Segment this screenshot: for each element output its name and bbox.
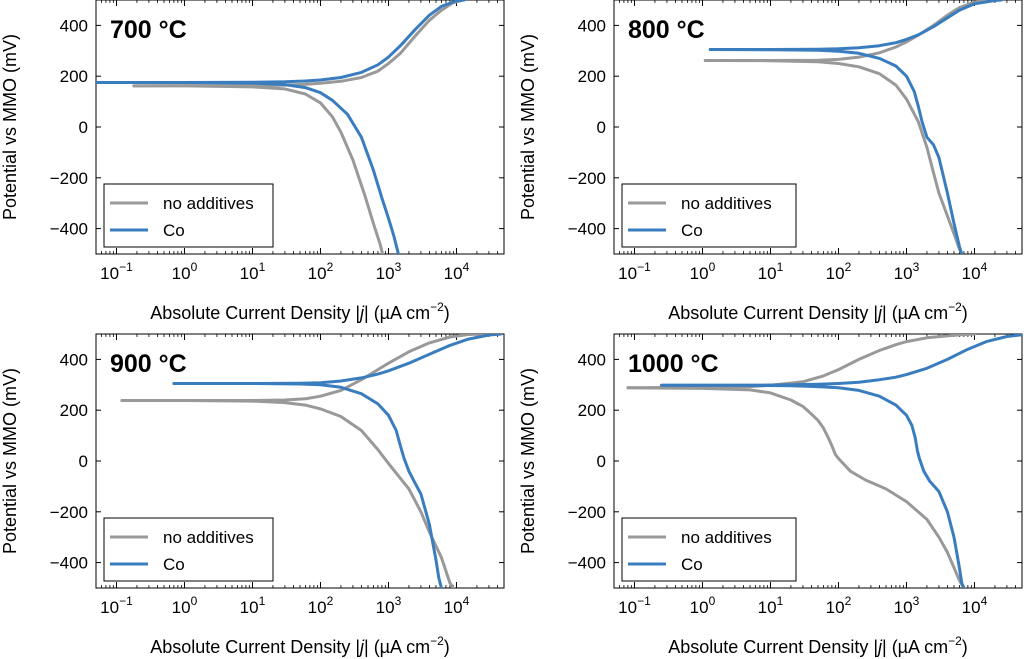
- x-tick-label: 101: [758, 594, 784, 617]
- x-tick-label: 101: [240, 594, 266, 617]
- y-tick-label: −200: [50, 169, 88, 188]
- x-tick-label: 103: [894, 594, 920, 617]
- legend-label-no-additives: no additives: [681, 528, 772, 547]
- curve-layer: [120, 334, 503, 588]
- x-tick-label: 100: [172, 260, 198, 283]
- x-tick-label: 100: [172, 594, 198, 617]
- panel-900c: 400 200 0 −200 −400 10−1 100 101 102 103 104 900 °…: [0, 333, 505, 657]
- tick-layer: 400 200 0 −200 −400 10−1 100 101 102 103 104: [50, 0, 504, 283]
- y-tick-label: 400: [60, 16, 88, 35]
- curve-layer: [96, 0, 466, 254]
- x-tick-label: 103: [376, 594, 402, 617]
- series-line-no-additives: [626, 386, 966, 588]
- series-line-co: [96, 81, 400, 254]
- y-tick-label: −200: [50, 503, 88, 522]
- x-axis-label: Absolute Current Density |j| (µA cm−2): [668, 634, 968, 657]
- y-tick-label: 0: [79, 452, 88, 471]
- legend-box: [621, 517, 797, 582]
- x-tick-label: 10−1: [618, 260, 651, 283]
- curve-layer: [626, 334, 1022, 588]
- series-line-co: [172, 334, 503, 385]
- legend-label-co: Co: [163, 555, 185, 574]
- x-axis-label: Absolute Current Density |j| (µA cm−2): [150, 634, 450, 657]
- temperature-label: 1000 °C: [628, 350, 719, 378]
- x-axis-label: Absolute Current Density |j| (µA cm−2): [150, 300, 450, 323]
- temperature-label: 700 °C: [110, 16, 187, 44]
- y-axis-label: Potential vs MMO (mV): [518, 34, 538, 220]
- x-tick-label: 104: [962, 260, 988, 283]
- legend: no additives Co: [621, 183, 797, 248]
- y-tick-label: 0: [597, 118, 606, 137]
- curve-layer: [703, 0, 1003, 254]
- legend: no additives Co: [103, 517, 274, 582]
- x-tick-label: 102: [826, 260, 852, 283]
- tick-layer: 400 200 0 −200 −400 10−1 100 101 102 103 104: [50, 334, 504, 617]
- x-tick-label: 102: [826, 594, 852, 617]
- y-tick-label: −400: [50, 554, 88, 573]
- tick-layer: 400 200 0 −200 −400 10−1 100 101 102 103 104: [568, 0, 1022, 283]
- legend-box: [103, 183, 274, 248]
- legend: no additives Co: [621, 517, 797, 582]
- legend-label-no-additives: no additives: [163, 194, 254, 213]
- series-line-no-additives: [132, 84, 385, 254]
- legend-label-co: Co: [163, 221, 185, 240]
- y-tick-label: 400: [578, 16, 606, 35]
- x-tick-label: 104: [444, 594, 470, 617]
- y-tick-label: −200: [568, 169, 606, 188]
- x-tick-label: 10−1: [100, 260, 133, 283]
- y-tick-label: 400: [60, 350, 88, 369]
- series-line-no-additives: [703, 59, 964, 254]
- y-tick-label: 200: [60, 67, 88, 86]
- series-line-co: [708, 48, 964, 254]
- y-tick-label: 200: [578, 67, 606, 86]
- x-tick-label: 104: [962, 594, 988, 617]
- x-tick-label: 101: [758, 260, 784, 283]
- legend-label-co: Co: [681, 555, 703, 574]
- temperature-label: 800 °C: [628, 16, 705, 44]
- legend-label-no-additives: no additives: [163, 528, 254, 547]
- y-tick-label: −200: [568, 503, 606, 522]
- panel-700c: 400 200 0 −200 −400 10−1 100 101 102 103 104 700 °…: [0, 0, 505, 323]
- x-axis-label: Absolute Current Density |j| (µA cm−2): [668, 300, 968, 323]
- legend-box: [103, 517, 274, 582]
- x-tick-label: 100: [690, 594, 716, 617]
- series-line-no-additives: [120, 399, 455, 588]
- x-tick-label: 104: [444, 260, 470, 283]
- panel-800c: 400 200 0 −200 −400 10−1 100 101 102 103 104 800 °…: [518, 0, 1023, 323]
- series-line-co: [660, 383, 966, 588]
- y-tick-label: 0: [79, 118, 88, 137]
- x-tick-label: 100: [690, 260, 716, 283]
- y-axis-label: Potential vs MMO (mV): [0, 34, 20, 220]
- y-tick-label: −400: [568, 220, 606, 239]
- temperature-label: 900 °C: [110, 350, 187, 378]
- x-tick-label: 103: [376, 260, 402, 283]
- y-tick-label: 0: [597, 452, 606, 471]
- x-tick-label: 101: [240, 260, 266, 283]
- series-line-no-additives: [703, 0, 988, 62]
- y-axis-label: Potential vs MMO (mV): [518, 368, 538, 554]
- y-tick-label: 200: [578, 401, 606, 420]
- y-tick-label: −400: [50, 220, 88, 239]
- x-tick-label: 103: [894, 260, 920, 283]
- y-tick-label: 400: [578, 350, 606, 369]
- series-line-co: [172, 382, 443, 588]
- legend-box: [621, 183, 797, 248]
- y-tick-label: 200: [60, 401, 88, 420]
- x-tick-label: 10−1: [100, 594, 133, 617]
- legend-label-no-additives: no additives: [681, 194, 772, 213]
- x-tick-label: 10−1: [618, 594, 651, 617]
- panel-1000c: 400 200 0 −200 −400 10−1 100 101 102 103 104 1000 …: [518, 333, 1023, 657]
- legend: no additives Co: [103, 183, 274, 248]
- x-tick-label: 102: [308, 260, 334, 283]
- y-tick-label: −400: [568, 554, 606, 573]
- legend-label-co: Co: [681, 221, 703, 240]
- tick-layer: 400 200 0 −200 −400 10−1 100 101 102 103 104: [568, 334, 1022, 617]
- x-tick-label: 102: [308, 594, 334, 617]
- y-axis-label: Potential vs MMO (mV): [0, 368, 20, 554]
